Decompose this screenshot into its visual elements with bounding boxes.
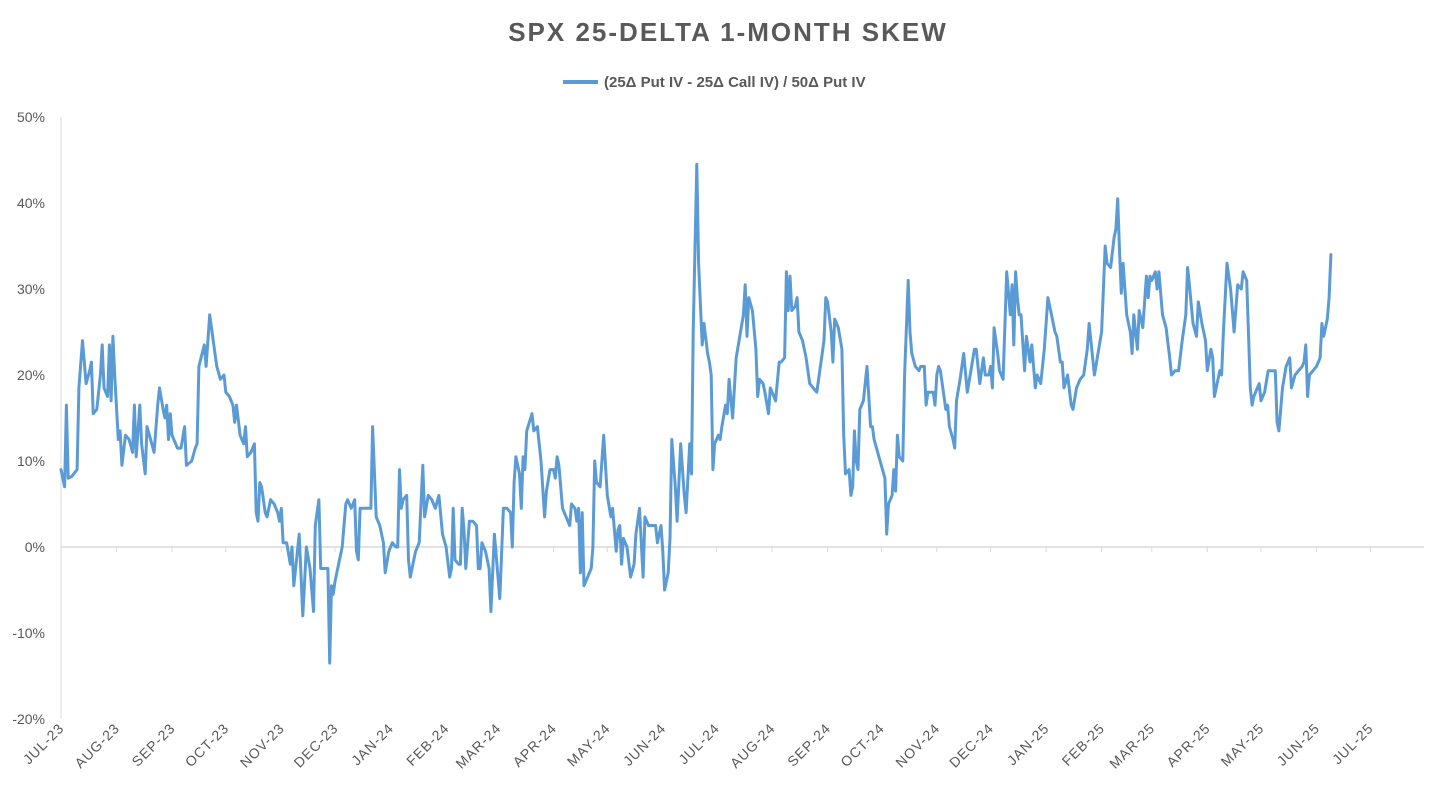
x-tick-label: OCT-23 bbox=[182, 720, 232, 770]
x-tick-label: JAN-24 bbox=[348, 720, 397, 769]
x-tick-label: NOV-24 bbox=[892, 720, 943, 771]
x-tick-label: MAR-25 bbox=[1106, 720, 1158, 772]
x-tick-label: MAY-25 bbox=[1217, 720, 1267, 770]
x-tick-label: DEC-24 bbox=[946, 720, 997, 771]
y-tick-label: -10% bbox=[12, 625, 45, 641]
y-axis: -20% -10% 0% 10% 20% 30% 40% 50% bbox=[12, 109, 62, 727]
x-tick-label: FEB-24 bbox=[403, 720, 452, 769]
x-tick-label: JUL-25 bbox=[1329, 720, 1376, 767]
x-tick-label: SEP-24 bbox=[784, 720, 834, 770]
x-tick-label: APR-25 bbox=[1163, 720, 1213, 770]
x-tick-label: FEB-25 bbox=[1059, 720, 1108, 769]
x-tick-label: DEC-23 bbox=[290, 720, 341, 771]
x-tick-label: MAR-24 bbox=[452, 720, 504, 772]
y-tick-label: 20% bbox=[17, 367, 45, 383]
series-line-skew bbox=[59, 162, 1333, 665]
x-tick-label: MAY-24 bbox=[564, 720, 614, 770]
x-axis: JUL-23 AUG-23 SEP-23 OCT-23 NOV-23 DEC-23 JAN-… bbox=[20, 546, 1424, 772]
x-tick-label: NOV-23 bbox=[237, 720, 288, 771]
x-tick-label: OCT-24 bbox=[837, 720, 887, 770]
chart-title: SPX 25-DELTA 1-MONTH SKEW bbox=[508, 17, 948, 47]
x-tick-label: AUG-23 bbox=[71, 720, 122, 771]
x-tick-label: AUG-24 bbox=[727, 720, 778, 771]
y-tick-label: 30% bbox=[17, 281, 45, 297]
x-tick-label: JUN-24 bbox=[620, 720, 669, 769]
legend-label: (25Δ Put IV - 25Δ Call IV) / 50Δ Put IV bbox=[604, 74, 866, 91]
x-tick-label: SEP-23 bbox=[128, 720, 178, 770]
x-tick-label: JUL-24 bbox=[675, 720, 722, 767]
plot-area bbox=[59, 162, 1333, 665]
y-tick-label: 50% bbox=[17, 109, 45, 125]
x-tick-label: JUN-25 bbox=[1274, 720, 1323, 769]
y-tick-label: 0% bbox=[25, 539, 45, 555]
x-tick-label: APR-24 bbox=[509, 720, 559, 770]
legend: (25Δ Put IV - 25Δ Call IV) / 50Δ Put IV bbox=[563, 74, 866, 91]
y-tick-label: 10% bbox=[17, 453, 45, 469]
y-tick-label: 40% bbox=[17, 195, 45, 211]
x-tick-label: JAN-25 bbox=[1004, 720, 1053, 769]
y-tick-label: -20% bbox=[12, 711, 45, 727]
